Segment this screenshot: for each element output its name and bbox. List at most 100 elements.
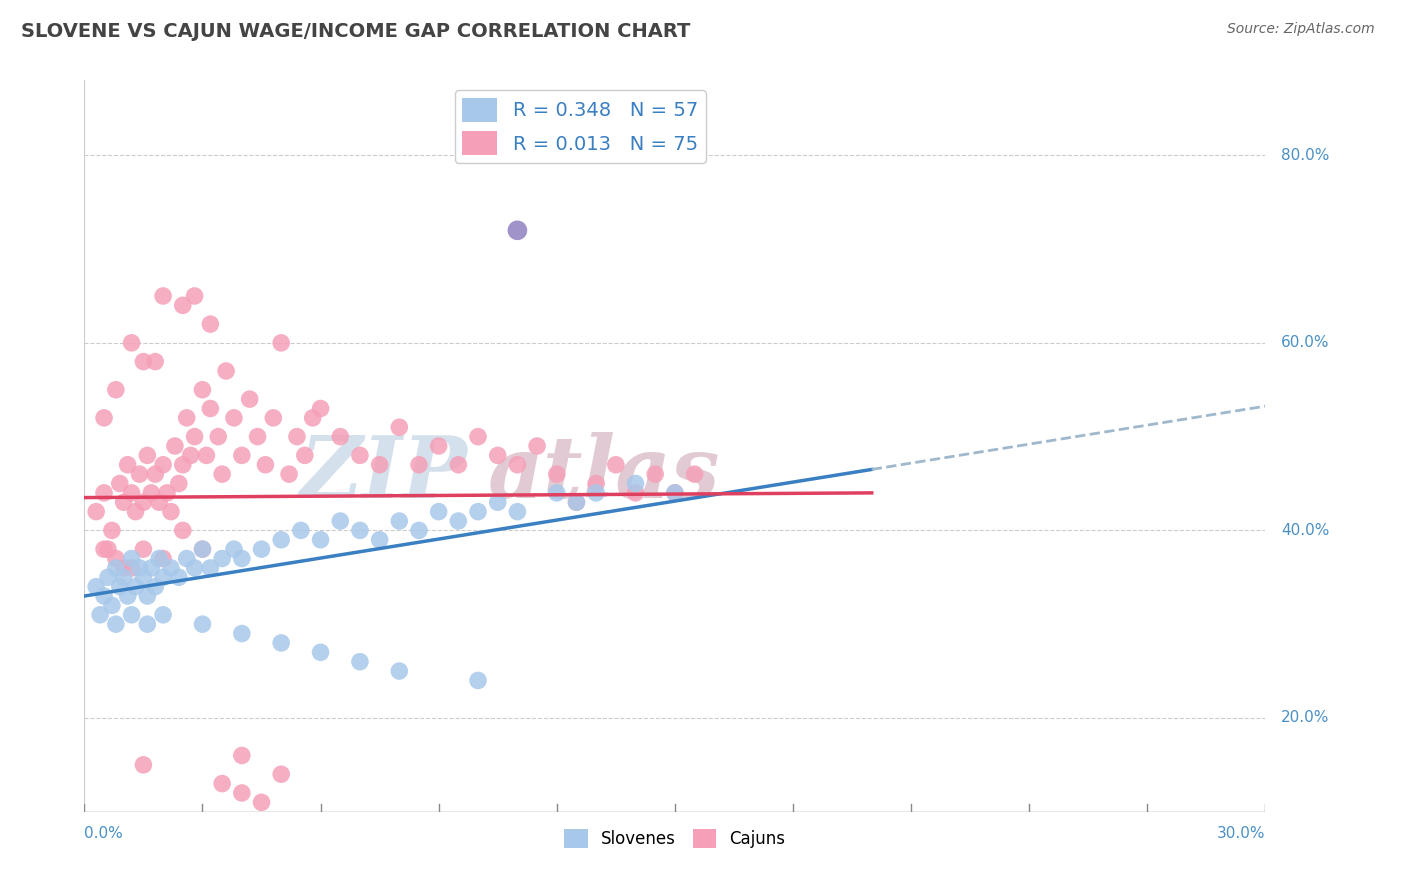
Point	[93, 410, 115, 425]
Point	[211, 551, 233, 566]
Point	[121, 486, 143, 500]
Point	[167, 570, 190, 584]
Point	[152, 458, 174, 472]
Point	[172, 458, 194, 472]
Point	[136, 617, 159, 632]
Point	[132, 495, 155, 509]
Point	[141, 561, 163, 575]
Point	[200, 561, 222, 575]
Point	[231, 449, 253, 463]
Point	[183, 429, 205, 443]
Point	[180, 449, 202, 463]
Point	[250, 542, 273, 557]
Point	[156, 486, 179, 500]
Point	[644, 467, 666, 482]
Text: 20.0%: 20.0%	[1281, 710, 1330, 725]
Point	[506, 505, 529, 519]
Point	[467, 429, 489, 443]
Point	[132, 354, 155, 368]
Point	[388, 420, 411, 434]
Point	[84, 505, 107, 519]
Point	[152, 551, 174, 566]
Point	[97, 542, 120, 557]
Point	[172, 524, 194, 538]
Point	[152, 607, 174, 622]
Text: 0.0%: 0.0%	[84, 826, 124, 841]
Text: ZIP: ZIP	[301, 432, 468, 516]
Point	[93, 542, 115, 557]
Point	[254, 458, 277, 472]
Point	[136, 589, 159, 603]
Point	[191, 542, 214, 557]
Point	[231, 748, 253, 763]
Point	[565, 495, 588, 509]
Point	[467, 505, 489, 519]
Point	[239, 392, 262, 406]
Point	[183, 561, 205, 575]
Point	[191, 383, 214, 397]
Point	[546, 486, 568, 500]
Point	[117, 589, 139, 603]
Point	[160, 561, 183, 575]
Point	[222, 410, 245, 425]
Point	[121, 607, 143, 622]
Point	[200, 317, 222, 331]
Point	[124, 580, 146, 594]
Point	[101, 524, 124, 538]
Point	[112, 495, 135, 509]
Point	[683, 467, 706, 482]
Point	[152, 289, 174, 303]
Point	[132, 757, 155, 772]
Point	[141, 486, 163, 500]
Point	[191, 542, 214, 557]
Point	[585, 476, 607, 491]
Point	[290, 524, 312, 538]
Point	[84, 580, 107, 594]
Point	[294, 449, 316, 463]
Point	[605, 458, 627, 472]
Point	[231, 551, 253, 566]
Point	[309, 645, 332, 659]
Point	[246, 429, 269, 443]
Point	[215, 364, 238, 378]
Point	[368, 458, 391, 472]
Point	[104, 561, 127, 575]
Point	[285, 429, 308, 443]
Point	[132, 570, 155, 584]
Point	[526, 439, 548, 453]
Text: 60.0%: 60.0%	[1281, 335, 1330, 351]
Point	[136, 449, 159, 463]
Point	[207, 429, 229, 443]
Text: SLOVENE VS CAJUN WAGE/INCOME GAP CORRELATION CHART: SLOVENE VS CAJUN WAGE/INCOME GAP CORRELA…	[21, 22, 690, 41]
Point	[132, 542, 155, 557]
Point	[467, 673, 489, 688]
Point	[93, 486, 115, 500]
Point	[309, 401, 332, 416]
Point	[329, 429, 352, 443]
Point	[183, 289, 205, 303]
Point	[408, 458, 430, 472]
Point	[565, 495, 588, 509]
Point	[176, 410, 198, 425]
Point	[664, 486, 686, 500]
Point	[349, 449, 371, 463]
Point	[211, 467, 233, 482]
Point	[301, 410, 323, 425]
Point	[506, 223, 529, 237]
Point	[121, 335, 143, 350]
Point	[486, 449, 509, 463]
Point	[200, 401, 222, 416]
Point	[148, 495, 170, 509]
Point	[585, 486, 607, 500]
Point	[349, 524, 371, 538]
Point	[101, 599, 124, 613]
Point	[128, 467, 150, 482]
Point	[143, 580, 166, 594]
Text: atlas: atlas	[488, 432, 720, 516]
Point	[211, 776, 233, 790]
Point	[427, 439, 450, 453]
Point	[97, 570, 120, 584]
Point	[93, 589, 115, 603]
Point	[309, 533, 332, 547]
Point	[121, 551, 143, 566]
